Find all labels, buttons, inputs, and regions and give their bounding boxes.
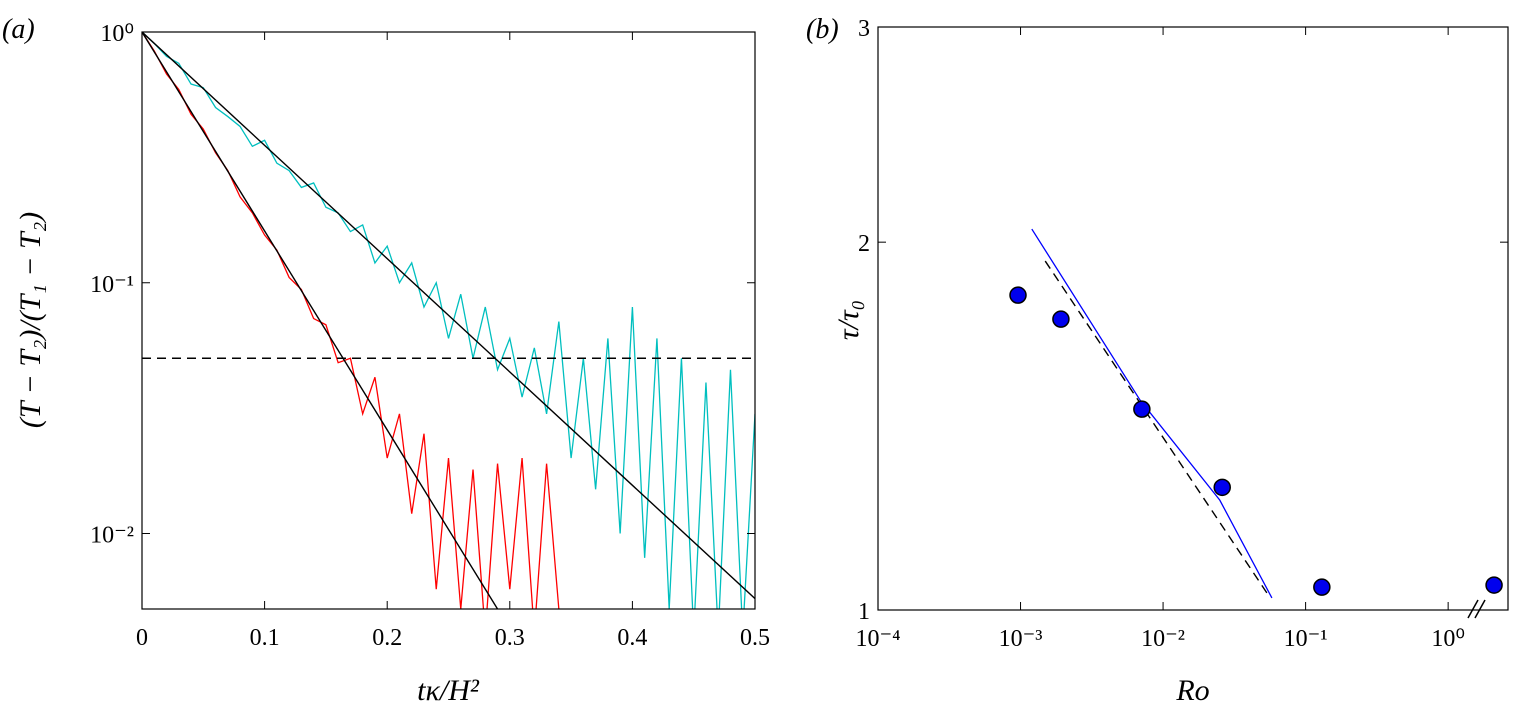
y-tick-label: 3: [858, 16, 870, 42]
x-tick-label: 10⁰: [1431, 626, 1465, 652]
x-tick-label: 10⁻⁴: [855, 626, 900, 652]
y-tick-label: 1: [858, 599, 870, 625]
axes-frame: [877, 26, 1509, 611]
y-axis-label: τ/τ₀: [832, 300, 865, 340]
panel-label: (b): [806, 14, 839, 45]
x-tick-label: 0.5: [740, 625, 770, 651]
axis-break: [1467, 599, 1486, 619]
data-point: [1009, 286, 1027, 304]
x-axis-label: tκ/H²: [417, 674, 480, 707]
x-tick-label: 0.2: [372, 625, 402, 651]
plot-area: [1031, 228, 1273, 599]
series-line: [1031, 228, 1273, 599]
x-tick-label: 10⁻³: [999, 626, 1043, 652]
plot-area: [142, 32, 755, 609]
y-tick-label: 10⁻¹: [90, 272, 134, 298]
y-tick-label: 2: [858, 231, 870, 257]
data-point: [1213, 478, 1231, 497]
panel-label: (a): [2, 14, 35, 45]
data-point: [1133, 400, 1151, 418]
data-point: [1485, 576, 1503, 594]
y-axis-label: (T − T₂)/(T₁ − T₂): [14, 212, 47, 428]
axes-frame: [141, 31, 756, 610]
y-tick-label: 10⁰: [100, 21, 134, 47]
x-tick-label: 10⁻²: [1141, 626, 1185, 652]
reference-line: [1044, 260, 1269, 596]
data-point: [1052, 310, 1070, 328]
x-tick-label: 0.1: [250, 625, 280, 651]
series-line: [142, 32, 755, 600]
x-tick-label: 0.3: [495, 625, 525, 651]
series-line: [142, 32, 499, 609]
x-axis-label: Ro: [1175, 674, 1209, 707]
series-line: [142, 32, 755, 609]
x-tick-label: 0.4: [617, 625, 647, 651]
x-tick-label: 0: [136, 625, 148, 651]
x-tick-label: 10⁻¹: [1284, 626, 1328, 652]
series-line: [142, 32, 560, 609]
y-tick-label: 10⁻²: [90, 523, 134, 549]
data-point: [1313, 578, 1331, 596]
